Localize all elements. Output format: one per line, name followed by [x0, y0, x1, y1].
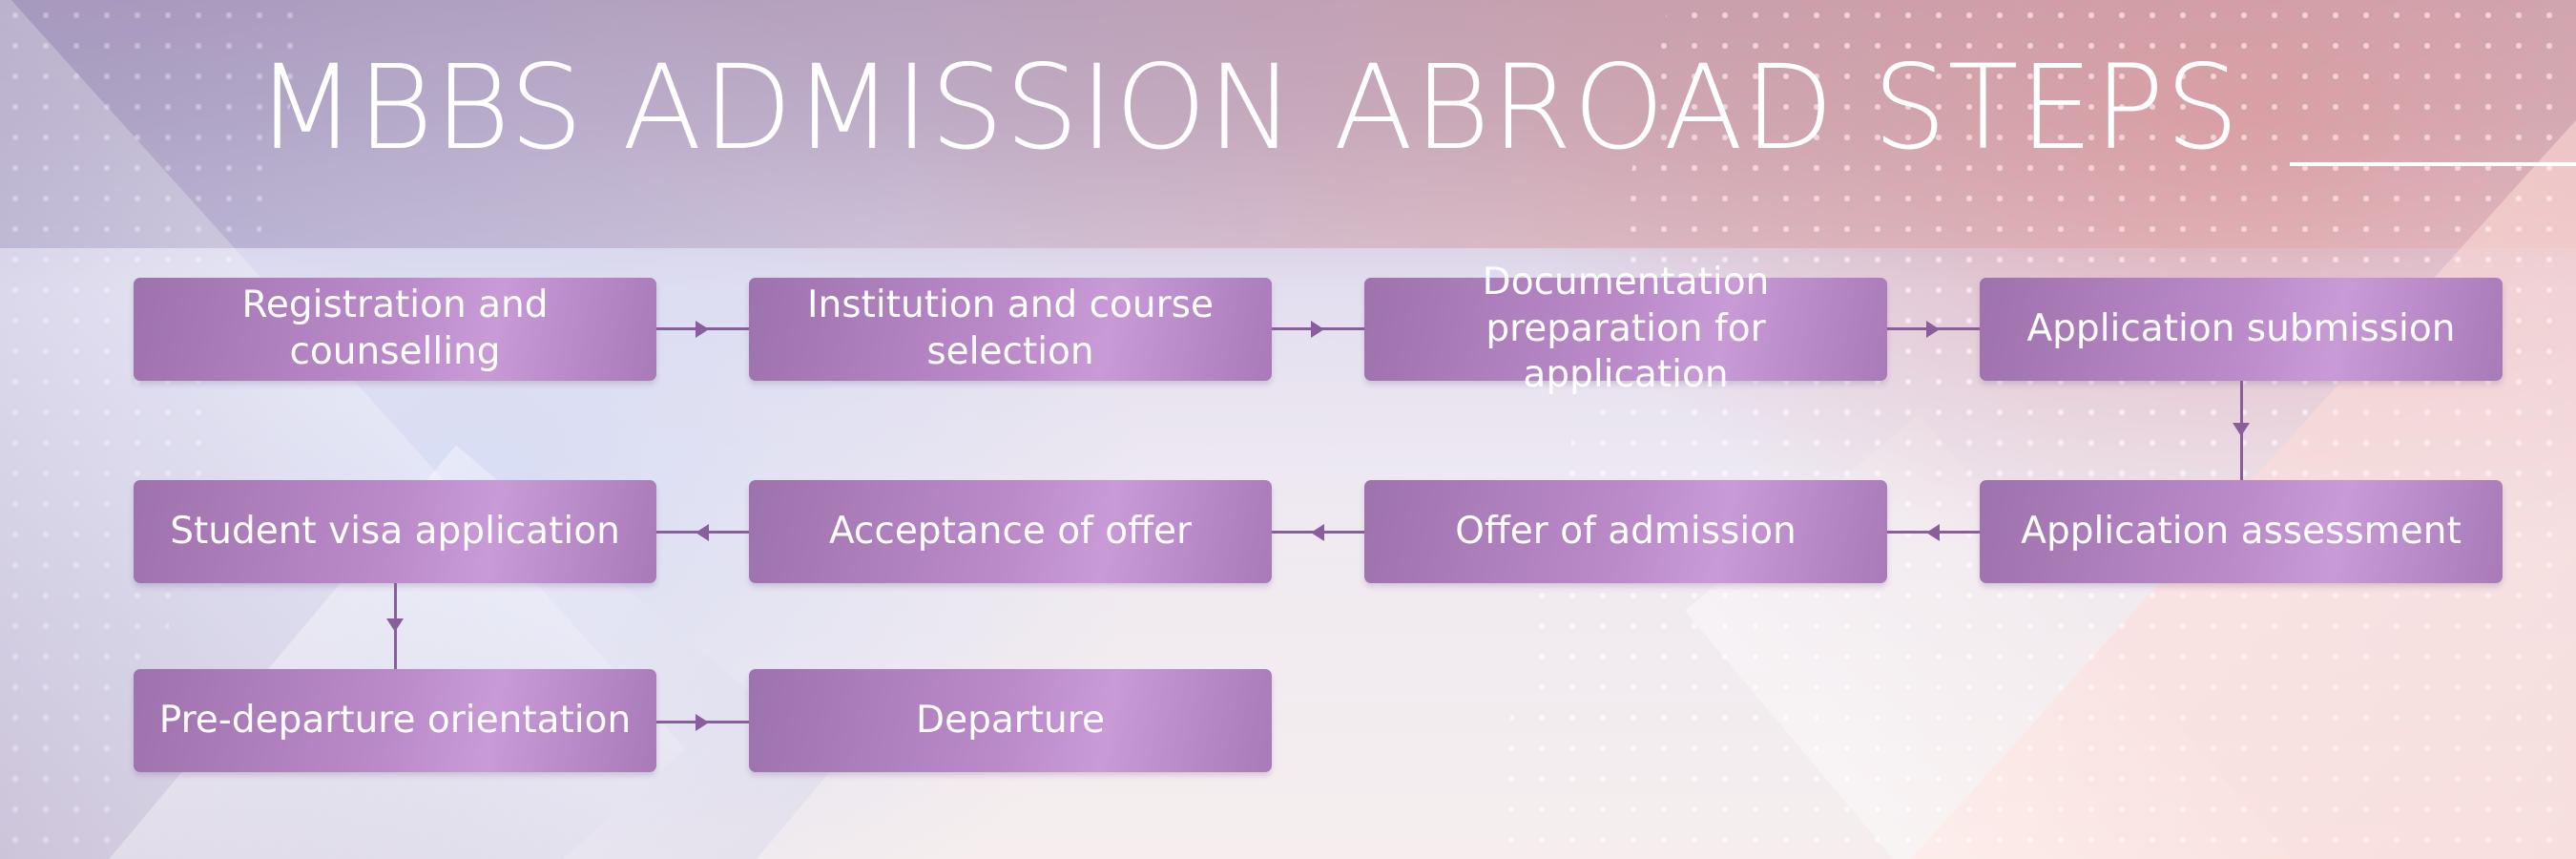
- arrow-right-icon: [696, 321, 709, 338]
- step-label: Departure: [916, 698, 1105, 744]
- step-label-line: Documentation: [1482, 260, 1770, 304]
- step-student-visa-application: Student visa application: [134, 480, 656, 583]
- step-acceptance-of-offer: Acceptance of offer: [749, 480, 1272, 583]
- page-title: MBBS ADMISSION ABROAD STEPS: [256, 40, 2240, 176]
- step-label-line: Offer of admission: [1455, 509, 1797, 553]
- step-label-line: Departure: [916, 698, 1105, 742]
- arrow-left-icon: [1926, 524, 1940, 541]
- step-label: Documentation preparation for applicatio…: [1380, 260, 1872, 399]
- step-offer-of-admission: Offer of admission: [1364, 480, 1887, 583]
- step-label: Offer of admission: [1455, 509, 1797, 555]
- step-institution-course-selection: Institution and course selection: [749, 278, 1272, 381]
- title-underline: [2290, 162, 2576, 166]
- step-label-line: Application assessment: [2021, 509, 2462, 553]
- arrow-right-icon: [696, 714, 709, 731]
- step-label: Acceptance of offer: [829, 509, 1192, 555]
- step-label-line: selection: [926, 330, 1094, 373]
- step-label-line: Institution and course: [807, 283, 1214, 327]
- arrow-right-icon: [1311, 321, 1324, 338]
- step-registration-counselling: Registration and counselling: [134, 278, 656, 381]
- arrow-down-icon: [2233, 423, 2250, 436]
- arrow-down-icon: [386, 618, 404, 632]
- step-label-line: Acceptance of offer: [828, 509, 1193, 553]
- step-departure: Departure: [749, 669, 1272, 772]
- step-application-assessment: Application assessment: [1980, 480, 2503, 583]
- step-label-line: counselling: [289, 330, 501, 373]
- step-label-line: Pre-departure orientation: [158, 698, 632, 742]
- step-label-line: Application submission: [2026, 306, 2456, 350]
- step-pre-departure-orientation: Pre-departure orientation: [134, 669, 656, 772]
- step-label-line: preparation for application: [1485, 306, 1766, 397]
- step-label: Institution and course selection: [807, 283, 1214, 376]
- step-label: Student visa application: [170, 509, 620, 555]
- arrow-right-icon: [1926, 321, 1940, 338]
- step-label: Registration and counselling: [242, 283, 549, 376]
- arrow-left-icon: [1311, 524, 1324, 541]
- step-label: Application assessment: [2021, 509, 2461, 555]
- step-documentation-preparation: Documentation preparation for applicatio…: [1364, 261, 1887, 396]
- step-label: Pre-departure orientation: [159, 698, 631, 744]
- step-label: Application submission: [2027, 306, 2456, 353]
- step-application-submission: Application submission: [1980, 278, 2503, 381]
- arrow-left-icon: [696, 524, 709, 541]
- step-label-line: Registration and: [241, 283, 549, 327]
- step-label-line: Student visa application: [170, 509, 620, 553]
